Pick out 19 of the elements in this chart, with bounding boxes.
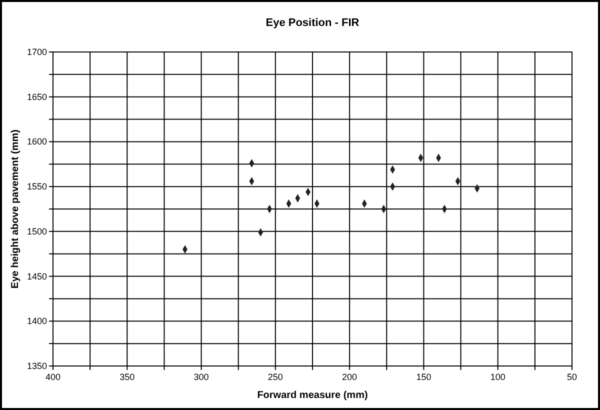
x-axis-title: Forward measure (mm): [257, 390, 368, 401]
y-tick-label: 1700: [26, 47, 47, 57]
y-tick-label: 1600: [26, 136, 47, 147]
y-tick-label: 1650: [26, 92, 47, 102]
x-tick-label: 150: [416, 372, 432, 382]
chart-title: Eye Position - FIR: [266, 17, 360, 29]
y-tick-label: 1500: [26, 226, 47, 236]
x-tick-label: 50: [566, 372, 578, 382]
y-tick-label: 1550: [26, 182, 47, 192]
x-tick-label: 100: [490, 372, 506, 382]
x-tick-label: 400: [45, 372, 61, 382]
y-tick-label: 1350: [26, 361, 47, 371]
x-tick-label: 300: [194, 372, 209, 382]
y-tick-label: 1450: [26, 271, 47, 282]
y-axis-title: Eye height above pavement (mm): [10, 130, 21, 288]
x-tick-label: 250: [268, 372, 283, 382]
x-tick-label: 200: [342, 372, 358, 382]
x-tick-label: 350: [120, 372, 135, 382]
y-tick-label: 1400: [26, 316, 47, 326]
